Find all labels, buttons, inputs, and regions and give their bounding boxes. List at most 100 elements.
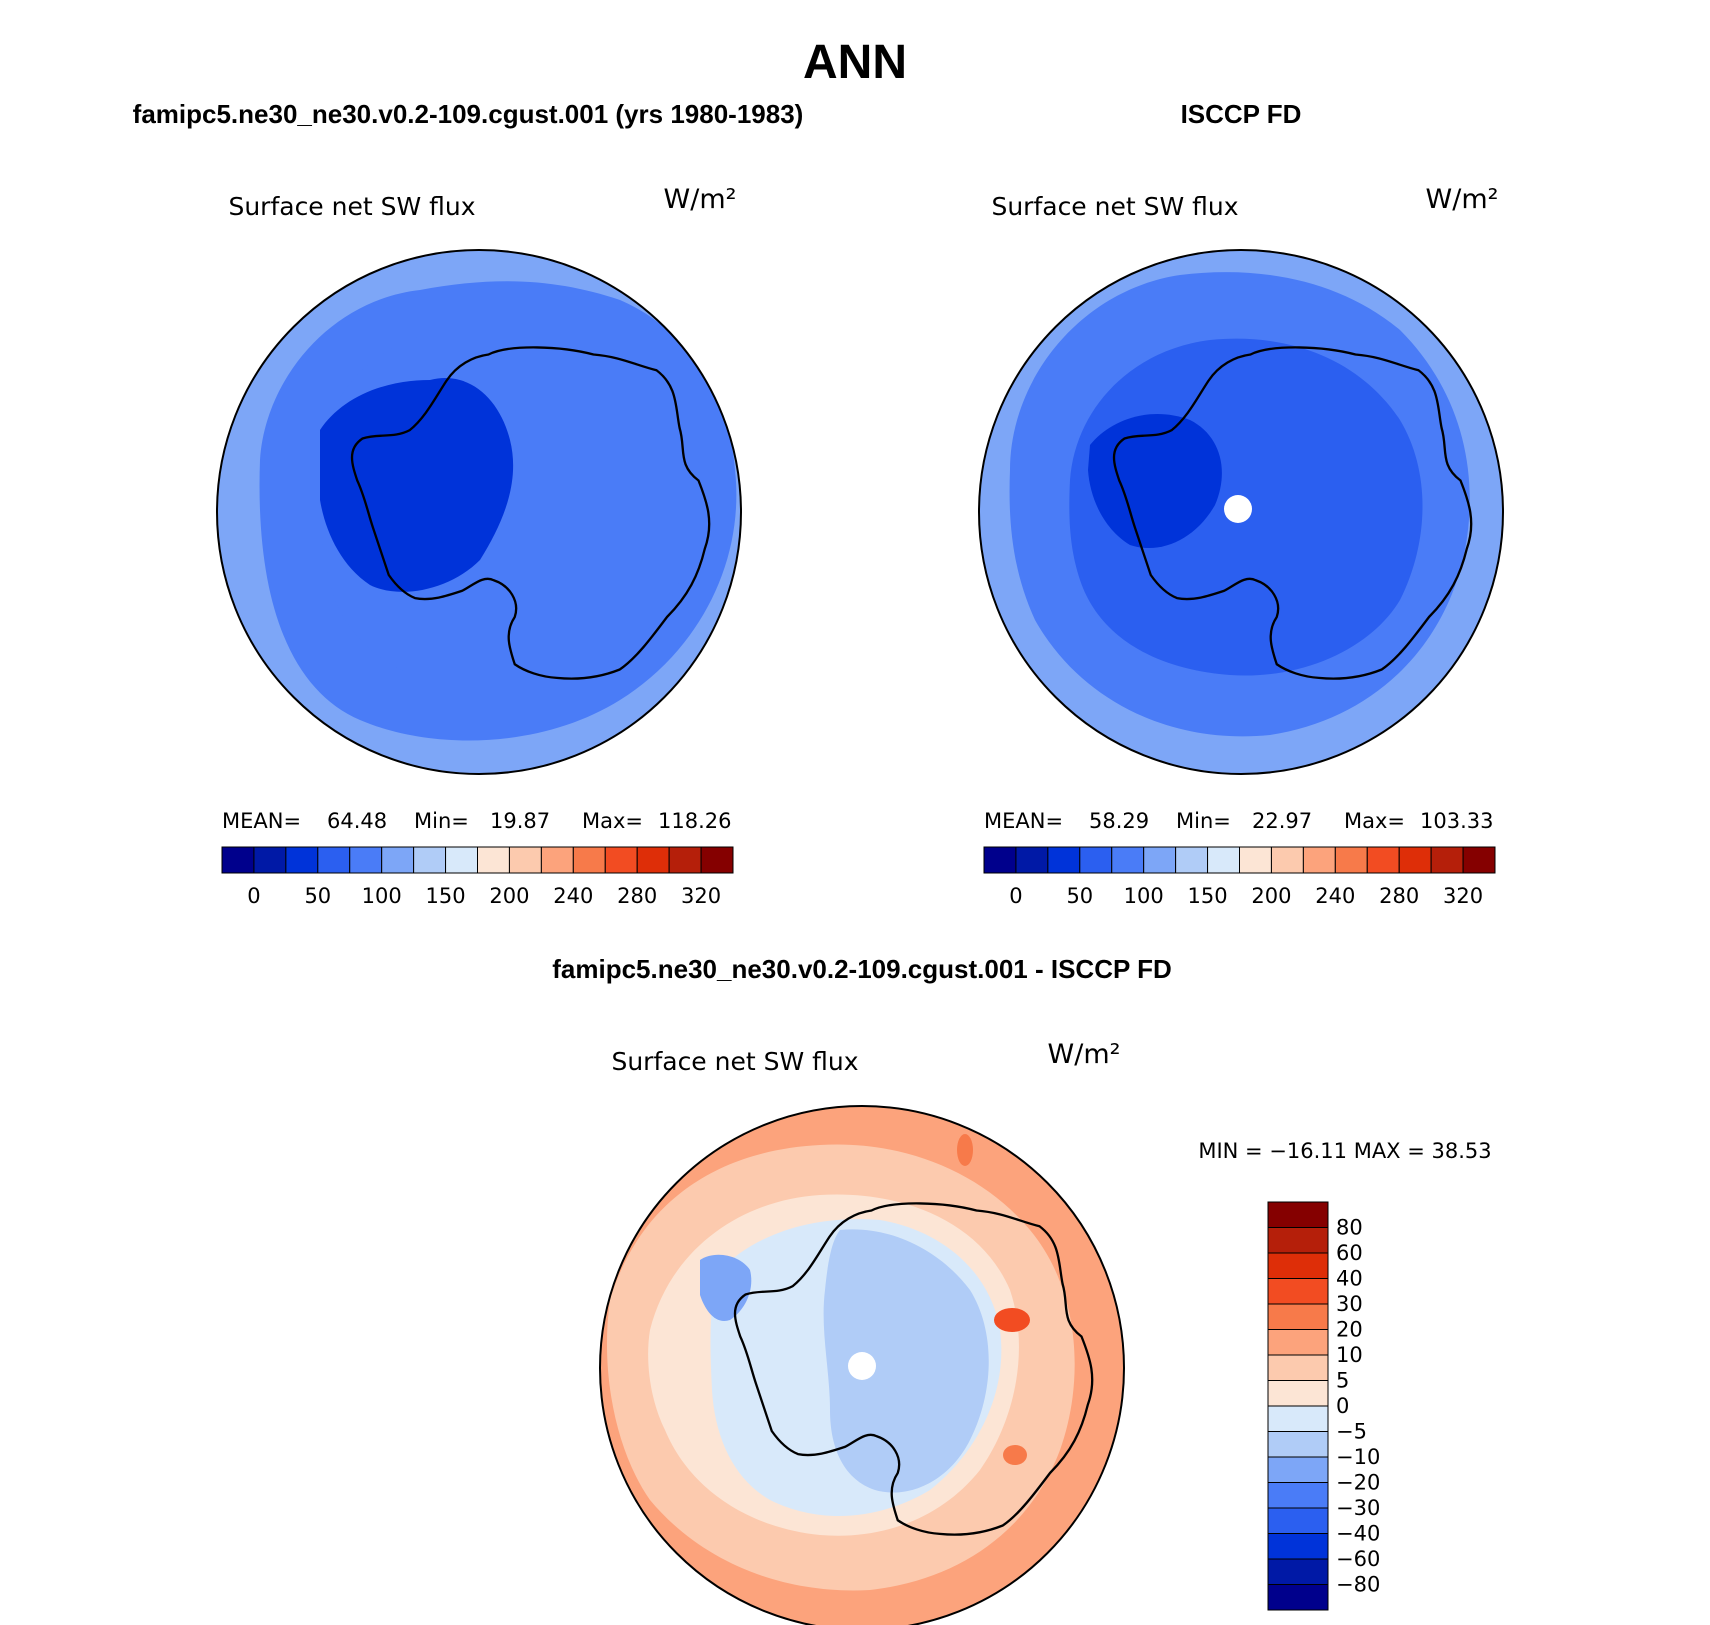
max-value: 118.26: [658, 809, 731, 833]
colorbar-swatch: [1111, 846, 1145, 874]
colorbar-tick-label: 150: [1188, 884, 1228, 908]
colorbar-swatch: [700, 846, 734, 874]
panel-difference-units: W/m²: [1048, 1039, 1121, 1070]
colorbar-swatch: [1267, 1533, 1329, 1560]
panel-obs-title: ISCCP FD: [1181, 99, 1302, 129]
colorbar-swatch: [1143, 846, 1177, 874]
max-label: Max=: [1344, 809, 1405, 833]
colorbar-swatch: [1267, 1278, 1329, 1305]
colorbar-tick-label: 0: [247, 884, 260, 908]
map-field-continent: [823, 1229, 989, 1493]
pole-hole: [1224, 495, 1252, 523]
colorbar-swatch: [1430, 846, 1464, 874]
panel-obs-colorbar: 0 50 100 150 200 240 280 320: [983, 846, 1496, 908]
colorbar-swatch: [1267, 1507, 1329, 1534]
colorbar-swatch: [1267, 1201, 1329, 1228]
colorbar-tick-label: 320: [1443, 884, 1483, 908]
colorbar-swatch: [1366, 846, 1400, 874]
max-label: Max=: [582, 809, 643, 833]
colorbar-swatch: [1267, 1584, 1329, 1611]
colorbar-tick-label: 20: [1336, 1318, 1363, 1342]
colorbar-tick-label: 80: [1336, 1216, 1363, 1240]
map-border: [216, 249, 742, 775]
colorbar-swatch: [1267, 1227, 1329, 1254]
colorbar-swatch: [445, 846, 478, 874]
colorbar-tick-label: 280: [1379, 884, 1419, 908]
colorbar-tick-label: 240: [1315, 884, 1355, 908]
panel-model-map: [217, 250, 741, 774]
map-border: [599, 1105, 1125, 1625]
colorbar-swatch: [1047, 846, 1081, 874]
mean-label: MEAN=: [984, 809, 1063, 833]
colorbar-swatch: [1270, 846, 1304, 874]
colorbar-swatch: [349, 846, 383, 874]
panel-obs-units: W/m²: [1426, 184, 1499, 215]
colorbar-tick-label: 50: [1066, 884, 1093, 908]
colorbar-swatch: [1267, 1482, 1329, 1509]
colorbar-swatch: [983, 846, 1017, 874]
panel-model-stats: MEAN= 64.48 Min= 19.87 Max= 118.26: [222, 809, 731, 833]
colorbar-tick-label: 40: [1336, 1267, 1363, 1291]
colorbar-tick-label: 320: [681, 884, 721, 908]
colorbar-swatch: [1334, 846, 1368, 874]
panel-difference-minmax: MIN = −16.11 MAX = 38.53: [1198, 1139, 1491, 1163]
pole-hole: [848, 1352, 876, 1380]
colorbar-swatch: [1267, 1558, 1329, 1585]
colorbar-swatch: [413, 846, 447, 874]
map-hotspot: [957, 1134, 973, 1166]
colorbar-tick-label: 50: [304, 884, 331, 908]
map-border: [978, 249, 1504, 775]
colorbar-tick-label: −20: [1336, 1471, 1380, 1495]
map-hotspot: [1003, 1445, 1027, 1465]
colorbar-tick-label: 200: [1251, 884, 1291, 908]
colorbar-tick-label: 100: [1124, 884, 1164, 908]
panel-obs: ISCCP FD Surface net SW flux W/m² MEAN= …: [978, 99, 1504, 908]
colorbar-swatch: [1267, 1431, 1329, 1458]
colorbar-swatch: [1302, 846, 1336, 874]
mean-value: 58.29: [1089, 809, 1149, 833]
colorbar-swatch: [477, 846, 510, 874]
colorbar-swatch: [604, 846, 638, 874]
colorbar-swatch: [1267, 1456, 1329, 1483]
panel-difference-variable: Surface net SW flux: [611, 1047, 858, 1076]
max-value: 103.33: [1420, 809, 1493, 833]
colorbar-swatch: [1398, 846, 1432, 874]
colorbar-swatch: [1079, 846, 1113, 874]
panel-difference-title: famipc5.ne30_ne30.v0.2-109.cgust.001 - I…: [552, 954, 1171, 984]
mean-label: MEAN=: [222, 809, 301, 833]
colorbar-swatch: [1462, 846, 1496, 874]
colorbar-tick-label: 5: [1336, 1369, 1349, 1393]
panel-model: famipc5.ne30_ne30.v0.2-109.cgust.001 (yr…: [133, 99, 804, 908]
colorbar-swatch: [1175, 846, 1209, 874]
colorbar-swatch: [1239, 846, 1272, 874]
min-value: 19.87: [490, 809, 550, 833]
colorbar-swatch: [508, 846, 542, 874]
colorbar-swatch: [1267, 1354, 1329, 1381]
min-label: Min=: [414, 809, 469, 833]
map-hotspot: [994, 1308, 1030, 1332]
mean-value: 64.48: [327, 809, 387, 833]
colorbar-tick-label: 150: [426, 884, 466, 908]
map-field-west: [1088, 414, 1222, 549]
colorbar-tick-label: 200: [489, 884, 529, 908]
colorbar-tick-label: 280: [617, 884, 657, 908]
colorbar-swatch: [1267, 1380, 1329, 1407]
min-value: 22.97: [1252, 809, 1312, 833]
map-field-west: [320, 378, 514, 592]
panel-obs-stats: MEAN= 58.29 Min= 22.97 Max= 103.33: [984, 809, 1493, 833]
colorbar-swatch: [540, 846, 574, 874]
colorbar-tick-label: −5: [1336, 1420, 1367, 1444]
colorbar-tick-label: 60: [1336, 1241, 1363, 1265]
colorbar-swatch: [381, 846, 415, 874]
colorbar-tick-label: −80: [1336, 1573, 1380, 1597]
colorbar-tick-label: 0: [1336, 1394, 1349, 1418]
colorbar-swatch: [1267, 1329, 1329, 1356]
colorbar-swatch: [253, 846, 287, 874]
colorbar-swatch: [285, 846, 319, 874]
colorbar-swatch: [1267, 1303, 1329, 1330]
colorbar-tick-label: 100: [362, 884, 402, 908]
min-label: Min=: [1176, 809, 1231, 833]
colorbar-swatch: [668, 846, 702, 874]
